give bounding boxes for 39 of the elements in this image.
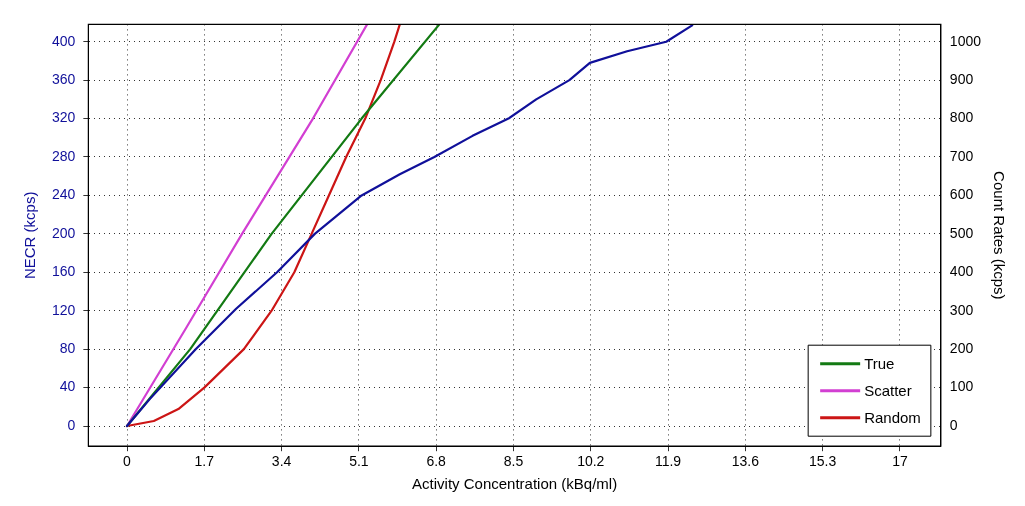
x-tick-label: 0 xyxy=(123,453,132,470)
y-tick-label: 320 xyxy=(52,109,76,126)
y-tick-label: 40 xyxy=(59,378,76,395)
x-tick-label: 5.1 xyxy=(349,453,369,470)
x-axis-title: Activity Concentration (kBq/ml) xyxy=(412,475,618,493)
x-tick-label: 1.7 xyxy=(194,453,215,470)
y-tick-label: 120 xyxy=(52,301,76,318)
y2-tick-label: 300 xyxy=(949,301,974,318)
y-tick-label: 80 xyxy=(59,340,76,357)
x-tick-label: 8.5 xyxy=(503,453,524,470)
y2-tick-label: 0 xyxy=(949,416,958,433)
y-tick-label: 400 xyxy=(52,32,76,49)
y-tick-label: 160 xyxy=(52,263,76,280)
legend-label: Random xyxy=(864,408,921,426)
y-tick-label: 200 xyxy=(52,224,76,241)
y2-tick-label: 700 xyxy=(949,147,974,164)
x-tick-label: 11.9 xyxy=(654,453,682,470)
y-tick-label: 240 xyxy=(52,186,76,203)
x-tick-label: 13.6 xyxy=(731,453,760,470)
y2-tick-label: 900 xyxy=(949,70,974,87)
x-tick-label: 15.3 xyxy=(809,453,837,470)
x-tick-label: 3.4 xyxy=(271,453,292,470)
legend-label: Scatter xyxy=(864,381,912,399)
y2-tick-label: 200 xyxy=(949,340,974,357)
y-tick-label: 360 xyxy=(52,70,76,87)
y-tick-label: 280 xyxy=(52,147,76,164)
y2-tick-label: 800 xyxy=(949,109,974,126)
x-tick-label: 17 xyxy=(892,453,908,470)
y2-tick-label: 600 xyxy=(949,186,974,203)
y2-tick-label: 500 xyxy=(949,224,974,241)
legend-label: True xyxy=(864,354,895,372)
y-axis-title: NECR (kcps) xyxy=(21,191,39,280)
y2-tick-label: 400 xyxy=(949,263,974,280)
y2-tick-label: 100 xyxy=(949,378,974,395)
x-tick-label: 6.8 xyxy=(426,453,447,470)
y2-axis-title: Count Rates (kcps) xyxy=(990,171,1008,300)
x-tick-label: 10.2 xyxy=(577,453,605,470)
y2-tick-label: 1000 xyxy=(949,32,982,49)
y-tick-label: 0 xyxy=(67,416,76,433)
